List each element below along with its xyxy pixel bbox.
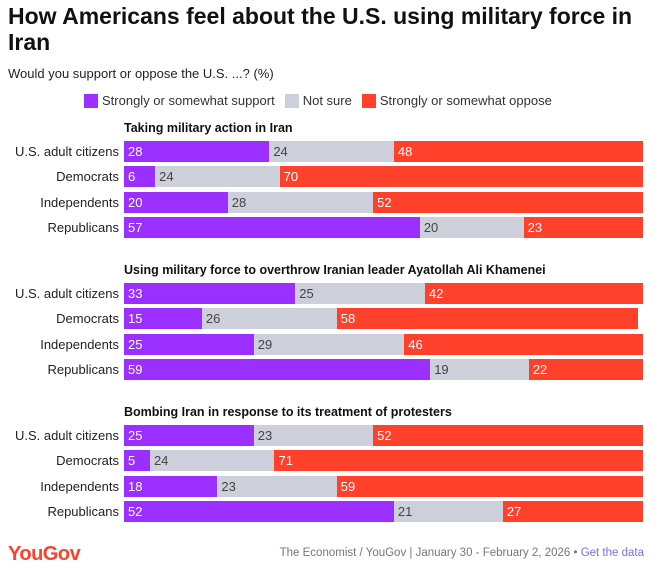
bar-row: Republicans 52 21 27 [0, 500, 665, 522]
bar-oppose: 22 [528, 358, 643, 380]
bar-not-sure: 23 [253, 425, 374, 446]
bar-support: 59 [124, 358, 431, 380]
bar-support: 25 [124, 333, 254, 355]
bar-oppose: 52 [373, 191, 643, 213]
legend-label: Strongly or somewhat support [102, 93, 275, 108]
bar-support: 57 [124, 216, 420, 238]
legend: Strongly or somewhat support Not sure St… [84, 93, 552, 108]
category-label: Republicans [47, 219, 119, 235]
bar-row: Democrats 6 24 70 [0, 166, 665, 188]
category-label: Democrats [56, 169, 119, 185]
category-label: U.S. adult citizens [14, 286, 119, 301]
bar-not-sure: 24 [269, 141, 394, 162]
bar-oppose: 58 [336, 308, 638, 330]
bar-support: 5 [124, 450, 150, 472]
get-data-link[interactable]: Get the data [580, 547, 644, 559]
category-label: Independents [40, 194, 119, 210]
panel-title: Taking military action in Iran [124, 121, 293, 135]
bar-oppose: 71 [274, 450, 643, 472]
category-label: U.S. adult citizens [14, 428, 119, 443]
legend-item-support: Strongly or somewhat support [84, 93, 275, 108]
bar-support: 28 [124, 141, 270, 162]
bar-row: U.S. adult citizens 28 24 48 [0, 141, 665, 162]
bar-not-sure: 19 [430, 358, 529, 380]
bar-support: 6 [124, 166, 156, 188]
category-label: U.S. adult citizens [14, 144, 119, 159]
bar-row: U.S. adult citizens 25 23 52 [0, 425, 665, 446]
footer-source: The Economist / YouGov | January 30 - Fe… [280, 547, 644, 559]
legend-item-oppose: Strongly or somewhat oppose [361, 93, 552, 108]
bar-support: 52 [124, 500, 394, 522]
bar-oppose: 27 [502, 500, 643, 522]
bar-row: Democrats 5 24 71 [0, 450, 665, 472]
bar-not-sure: 23 [217, 475, 337, 497]
legend-label: Not sure [302, 93, 352, 108]
category-label: Democrats [56, 311, 119, 327]
bar-row: Democrats 15 26 58 [0, 308, 665, 330]
chart-subtitle: Would you support or oppose the U.S. ...… [8, 66, 274, 81]
bar-not-sure: 26 [201, 308, 337, 330]
bar-oppose: 52 [373, 425, 643, 446]
bar-oppose: 70 [279, 166, 643, 188]
bar-support: 25 [124, 425, 254, 446]
bar-row: Republicans 59 19 22 [0, 358, 665, 380]
bar-oppose: 48 [393, 141, 643, 162]
legend-item-not-sure: Not sure [284, 93, 352, 108]
category-label: Independents [40, 478, 119, 494]
bar-not-sure: 24 [149, 450, 275, 472]
bar-row: Independents 20 28 52 [0, 191, 665, 213]
legend-swatch [284, 93, 299, 108]
bar-not-sure: 25 [295, 283, 426, 304]
bar-support: 33 [124, 283, 296, 304]
bar-support: 20 [124, 191, 228, 213]
source-text: The Economist / YouGov | January 30 - Fe… [279, 547, 581, 559]
bar-not-sure: 29 [253, 333, 405, 355]
bar-oppose: 59 [336, 475, 643, 497]
bar-oppose: 46 [404, 333, 643, 355]
chart-title: How Americans feel about the U.S. using … [8, 3, 633, 55]
category-label: Republicans [47, 361, 119, 377]
bar-row: U.S. adult citizens 33 25 42 [0, 283, 665, 304]
bar-row: Republicans 57 20 23 [0, 216, 665, 238]
bar-row: Independents 25 29 46 [0, 333, 665, 355]
bar-not-sure: 24 [155, 166, 280, 188]
panel-title: Using military force to overthrow Irania… [124, 263, 546, 277]
bar-row: Independents 18 23 59 [0, 475, 665, 497]
legend-swatch [361, 93, 376, 108]
bar-not-sure: 20 [419, 216, 524, 238]
category-label: Independents [40, 336, 119, 352]
legend-label: Strongly or somewhat oppose [379, 93, 552, 108]
category-label: Republicans [47, 503, 119, 519]
bar-not-sure: 28 [227, 191, 374, 213]
legend-swatch [84, 93, 98, 108]
bar-oppose: 42 [425, 283, 643, 304]
yougov-logo: YouGov [8, 543, 81, 565]
panel-title: Bombing Iran in response to its treatmen… [124, 405, 452, 419]
category-label: Democrats [56, 453, 119, 469]
bar-support: 15 [124, 308, 202, 330]
bar-not-sure: 21 [393, 500, 503, 522]
bar-support: 18 [124, 475, 218, 497]
bar-oppose: 23 [523, 216, 643, 238]
